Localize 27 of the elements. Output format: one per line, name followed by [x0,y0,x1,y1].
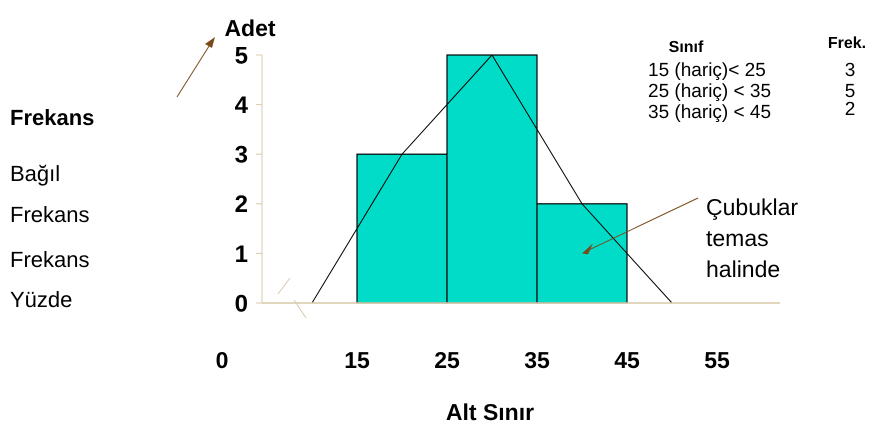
y-tick-label: 1 [234,240,248,268]
y-tick-label: 3 [234,142,248,169]
text: 2 [844,99,856,120]
annotation: 35 (hariç) < 45 [648,102,772,123]
line-series [312,54,672,304]
annotation: 15 (hariç)< 25 [648,60,766,81]
y-axis-title: Adet [224,15,276,41]
text: Frekans [10,105,94,130]
y-tick-label: 5 [234,42,248,70]
y-tick-label: 4 [234,92,249,119]
y-tick-label: 0 [234,290,248,318]
text: Frek. [828,35,866,52]
y-tick-label: 2 [234,191,248,218]
x-axis-title: Alt Sınır [446,399,534,425]
x-tick-label: 25 [434,347,460,373]
annotation: Çubuklar temas halinde [706,194,798,282]
annotation: 25 (hariç) < 35 [648,81,772,102]
x-tick-label: 55 [704,347,730,373]
x-tick-label: 35 [524,347,550,373]
annotation: Sınıf [668,39,704,56]
text: 5 [844,81,856,102]
text: Frekans Yüzde [10,247,90,312]
text: 3 [844,60,856,81]
x-tick-label: 45 [614,347,640,373]
x-tick-label: 15 [344,347,370,373]
text: Bağıl Frekans [10,161,90,227]
x-tick-label: 0 [216,347,228,373]
